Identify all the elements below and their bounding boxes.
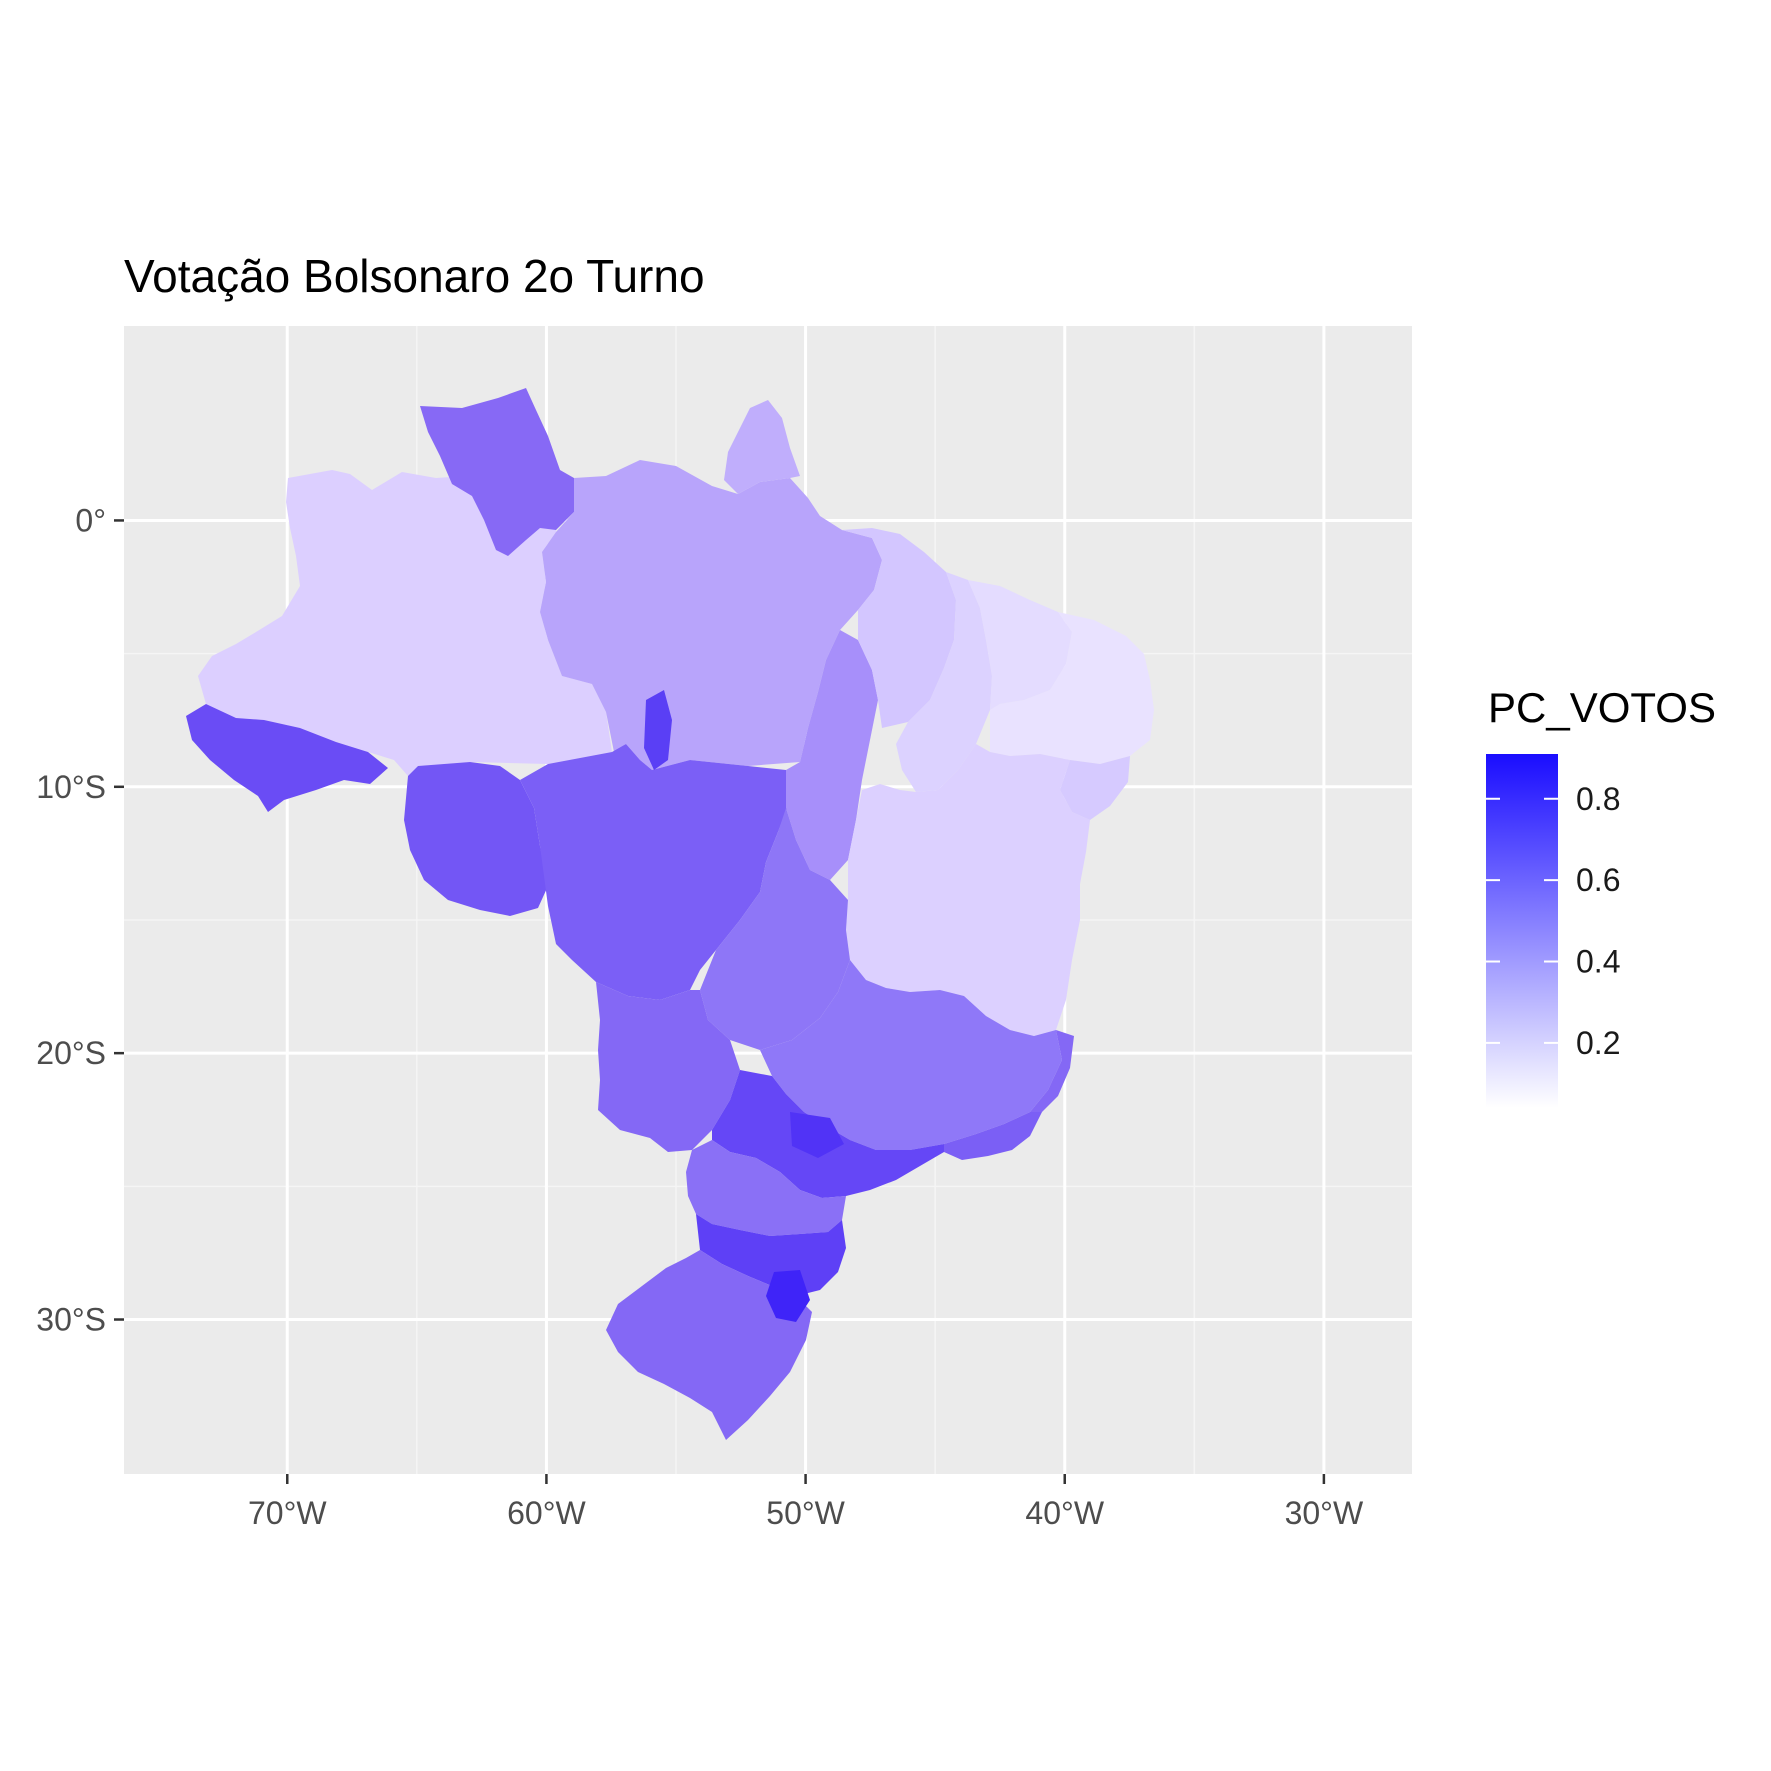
region-goias	[700, 808, 850, 1050]
region-rio-grande-do-sul	[606, 1250, 812, 1440]
region-acre	[186, 704, 388, 812]
x-tick-label: 60°W	[507, 1495, 586, 1531]
region-maranhao	[842, 528, 956, 728]
legend-ticks: 0.2 0.4 0.6 0.8	[1486, 781, 1620, 1061]
x-tick-label: 70°W	[248, 1495, 327, 1531]
region-para	[540, 460, 882, 770]
region-parana	[686, 1140, 846, 1236]
region-ceara	[968, 580, 1072, 710]
legend-tick-label: 0.4	[1576, 944, 1620, 980]
region-highlight-para	[644, 690, 672, 770]
legend-colorbar	[1486, 754, 1558, 1108]
region-rondonia	[404, 762, 548, 916]
brazil-municipalities-choropleth	[186, 388, 1154, 1440]
y-tick-label: 30°S	[36, 1302, 106, 1338]
region-highlight-south	[766, 1270, 810, 1322]
region-roraima	[420, 388, 574, 556]
x-tick-label: 50°W	[766, 1495, 845, 1531]
x-tick-label: 40°W	[1025, 1495, 1104, 1531]
legend: PC_VOTOS 0.2 0.4 0.6 0.8	[1486, 684, 1716, 1108]
region-bahia	[846, 744, 1090, 1036]
y-tick-label: 0°	[75, 502, 106, 538]
x-axis: 70°W 60°W 50°W 40°W 30°W	[248, 1474, 1364, 1531]
region-rn-pb-pe	[990, 612, 1154, 764]
region-espirito-santo	[1030, 1030, 1074, 1112]
region-minas-gerais	[760, 960, 1062, 1150]
region-rio-de-janeiro	[944, 1112, 1042, 1160]
region-mato-grosso	[520, 744, 790, 1000]
legend-tick-label: 0.2	[1576, 1025, 1620, 1061]
y-tick-label: 20°S	[36, 1035, 106, 1071]
legend-tick-label: 0.6	[1576, 862, 1620, 898]
region-alagoas-sergipe	[1060, 756, 1130, 820]
region-piaui	[896, 572, 992, 792]
y-tick-label: 10°S	[36, 769, 106, 805]
chart-title: Votação Bolsonaro 2o Turno	[124, 250, 705, 302]
region-tocantins	[786, 630, 878, 880]
y-axis: 0° 10°S 20°S 30°S	[36, 502, 124, 1338]
x-tick-label: 30°W	[1285, 1495, 1364, 1531]
region-amapa	[724, 400, 800, 494]
region-santa-catarina	[696, 1214, 846, 1296]
legend-tick-label: 0.8	[1576, 781, 1620, 817]
legend-title: PC_VOTOS	[1488, 684, 1716, 731]
region-highlight-sp	[790, 1112, 844, 1158]
region-mato-grosso-do-sul	[596, 982, 740, 1152]
